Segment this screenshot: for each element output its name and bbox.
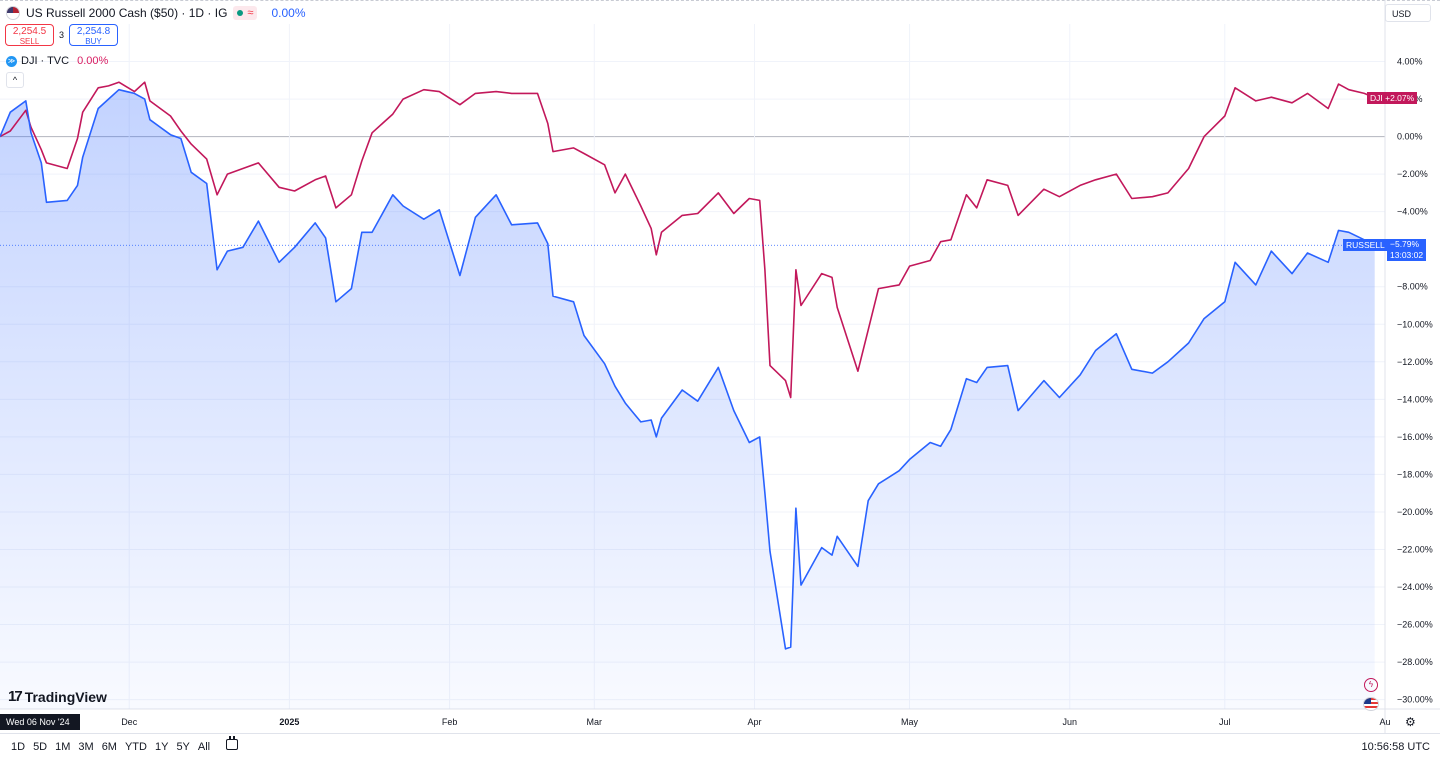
collapse-legend-button[interactable]: ^ [6, 72, 24, 88]
crosshair-date-label: Wed 06 Nov '24 [0, 714, 80, 730]
utc-clock[interactable]: 10:56:58 UTC [1361, 741, 1430, 753]
range-3m[interactable]: 3M [78, 741, 94, 753]
bottom-toolbar: 1D 5D 1M 3M 6M YTD 1Y 5Y All 10:56:58 UT… [0, 733, 1440, 757]
dji-tag-name: DJI [1370, 92, 1383, 103]
russell-countdown: 13:03:02 [1390, 250, 1424, 261]
y-tick-label: −8.00% [1397, 282, 1428, 292]
russell-price-tag: RUSSELL [1343, 239, 1388, 252]
dji-price-tag: DJI +2.07% [1367, 91, 1418, 104]
russell-area-fill [0, 89, 1375, 709]
x-tick-label: Apr [748, 717, 762, 727]
y-tick-label: −26.00% [1397, 620, 1433, 630]
x-axis: Dec 2025 Feb Mar Apr May Jun Jul Au [121, 717, 1390, 727]
range-all[interactable]: All [197, 741, 211, 753]
market-status[interactable]: ≈ [233, 6, 258, 20]
y-tick-label: −22.00% [1397, 544, 1433, 554]
y-tick-label: −24.00% [1397, 582, 1433, 592]
buy-price: 2,254.8 [76, 26, 111, 37]
range-1m[interactable]: 1M [55, 741, 71, 753]
y-tick-label: −18.00% [1397, 469, 1433, 479]
y-tick-label: −12.00% [1397, 357, 1433, 367]
compare-symbol-row[interactable]: ≫ DJI · TVC 0.00% [6, 55, 108, 67]
dji-line [0, 81, 1376, 399]
chevron-up-icon: ^ [12, 75, 18, 85]
range-6m[interactable]: 6M [101, 741, 117, 753]
spread-value: 3 [59, 30, 65, 40]
trade-buttons: 2,254.5 SELL 3 2,254.8 BUY [5, 24, 119, 46]
x-tick-label: Jul [1219, 717, 1231, 727]
russell-line [0, 88, 1376, 650]
currency-selector[interactable]: USD [1385, 4, 1431, 22]
y-tick-label: −4.00% [1397, 207, 1428, 217]
sell-button[interactable]: 2,254.5 SELL [5, 24, 54, 46]
tradingview-logo[interactable]: 17 TradingView [8, 688, 107, 705]
gear-icon[interactable]: ⚙ [1405, 715, 1416, 729]
range-1d[interactable]: 1D [11, 741, 26, 753]
symbol-change: 0.00% [271, 6, 306, 20]
dji-tag-value: +2.07% [1385, 92, 1415, 103]
range-5y[interactable]: 5Y [176, 741, 190, 753]
sell-label: SELL [19, 37, 40, 46]
symbol-header: US Russell 2000 Cash ($50) · 1D · IG ≈ 0… [6, 6, 306, 20]
russell-tag-name: RUSSELL [1346, 240, 1385, 251]
y-axis: 4.00%2.00%0.00%−2.00%−4.00%−8.00%−10.00%… [1397, 57, 1433, 705]
x-tick-label: Feb [442, 717, 458, 727]
x-tick-label: 2025 [279, 717, 299, 727]
y-tick-label: −2.00% [1397, 169, 1428, 179]
us-flag-icon [6, 6, 20, 20]
y-tick-label: −20.00% [1397, 507, 1433, 517]
lightning-icon[interactable]: ϟ [1364, 678, 1378, 692]
plot-area [0, 81, 1385, 709]
y-tick-label: 0.00% [1397, 132, 1423, 142]
russell-tag-value: −5.79% [1390, 239, 1420, 250]
y-tick-label: −28.00% [1397, 657, 1433, 667]
tradingview-mark-icon: 17 [8, 688, 23, 705]
calendar-icon[interactable] [226, 736, 238, 750]
compare-symbol: DJI · TVC [21, 55, 70, 67]
range-ytd[interactable]: YTD [124, 741, 147, 753]
compare-icon: ≫ [6, 55, 17, 67]
x-tick-label: Dec [121, 717, 138, 727]
x-tick-label: May [901, 717, 919, 727]
range-5d[interactable]: 5D [33, 741, 48, 753]
compare-change: 0.00% [77, 55, 109, 67]
y-tick-label: −10.00% [1397, 319, 1433, 329]
market-open-dot-icon [237, 10, 244, 16]
sell-price: 2,254.5 [12, 26, 47, 37]
us-flag-icon[interactable] [1363, 697, 1379, 711]
delayed-data-icon: ≈ [247, 7, 254, 19]
range-buttons: 1D 5D 1M 3M 6M YTD 1Y 5Y All [11, 741, 210, 753]
y-tick-label: −30.00% [1397, 695, 1433, 705]
range-1y[interactable]: 1Y [154, 741, 169, 753]
y-tick-label: −14.00% [1397, 394, 1433, 404]
buy-button[interactable]: 2,254.8 BUY [69, 24, 119, 46]
price-chart[interactable]: 4.00%2.00%0.00%−2.00%−4.00%−8.00%−10.00%… [0, 0, 1440, 733]
x-tick-label: Jun [1062, 717, 1077, 727]
x-tick-label: Mar [587, 717, 603, 727]
y-tick-label: 4.00% [1397, 57, 1423, 67]
tradingview-logo-text: TradingView [24, 688, 107, 705]
buy-label: BUY [85, 37, 102, 46]
russell-value-tag: −5.79% 13:03:02 [1387, 239, 1427, 262]
x-tick-label: Au [1379, 717, 1390, 727]
symbol-title[interactable]: US Russell 2000 Cash ($50) · 1D · IG [26, 6, 228, 20]
y-tick-label: −16.00% [1397, 432, 1433, 442]
